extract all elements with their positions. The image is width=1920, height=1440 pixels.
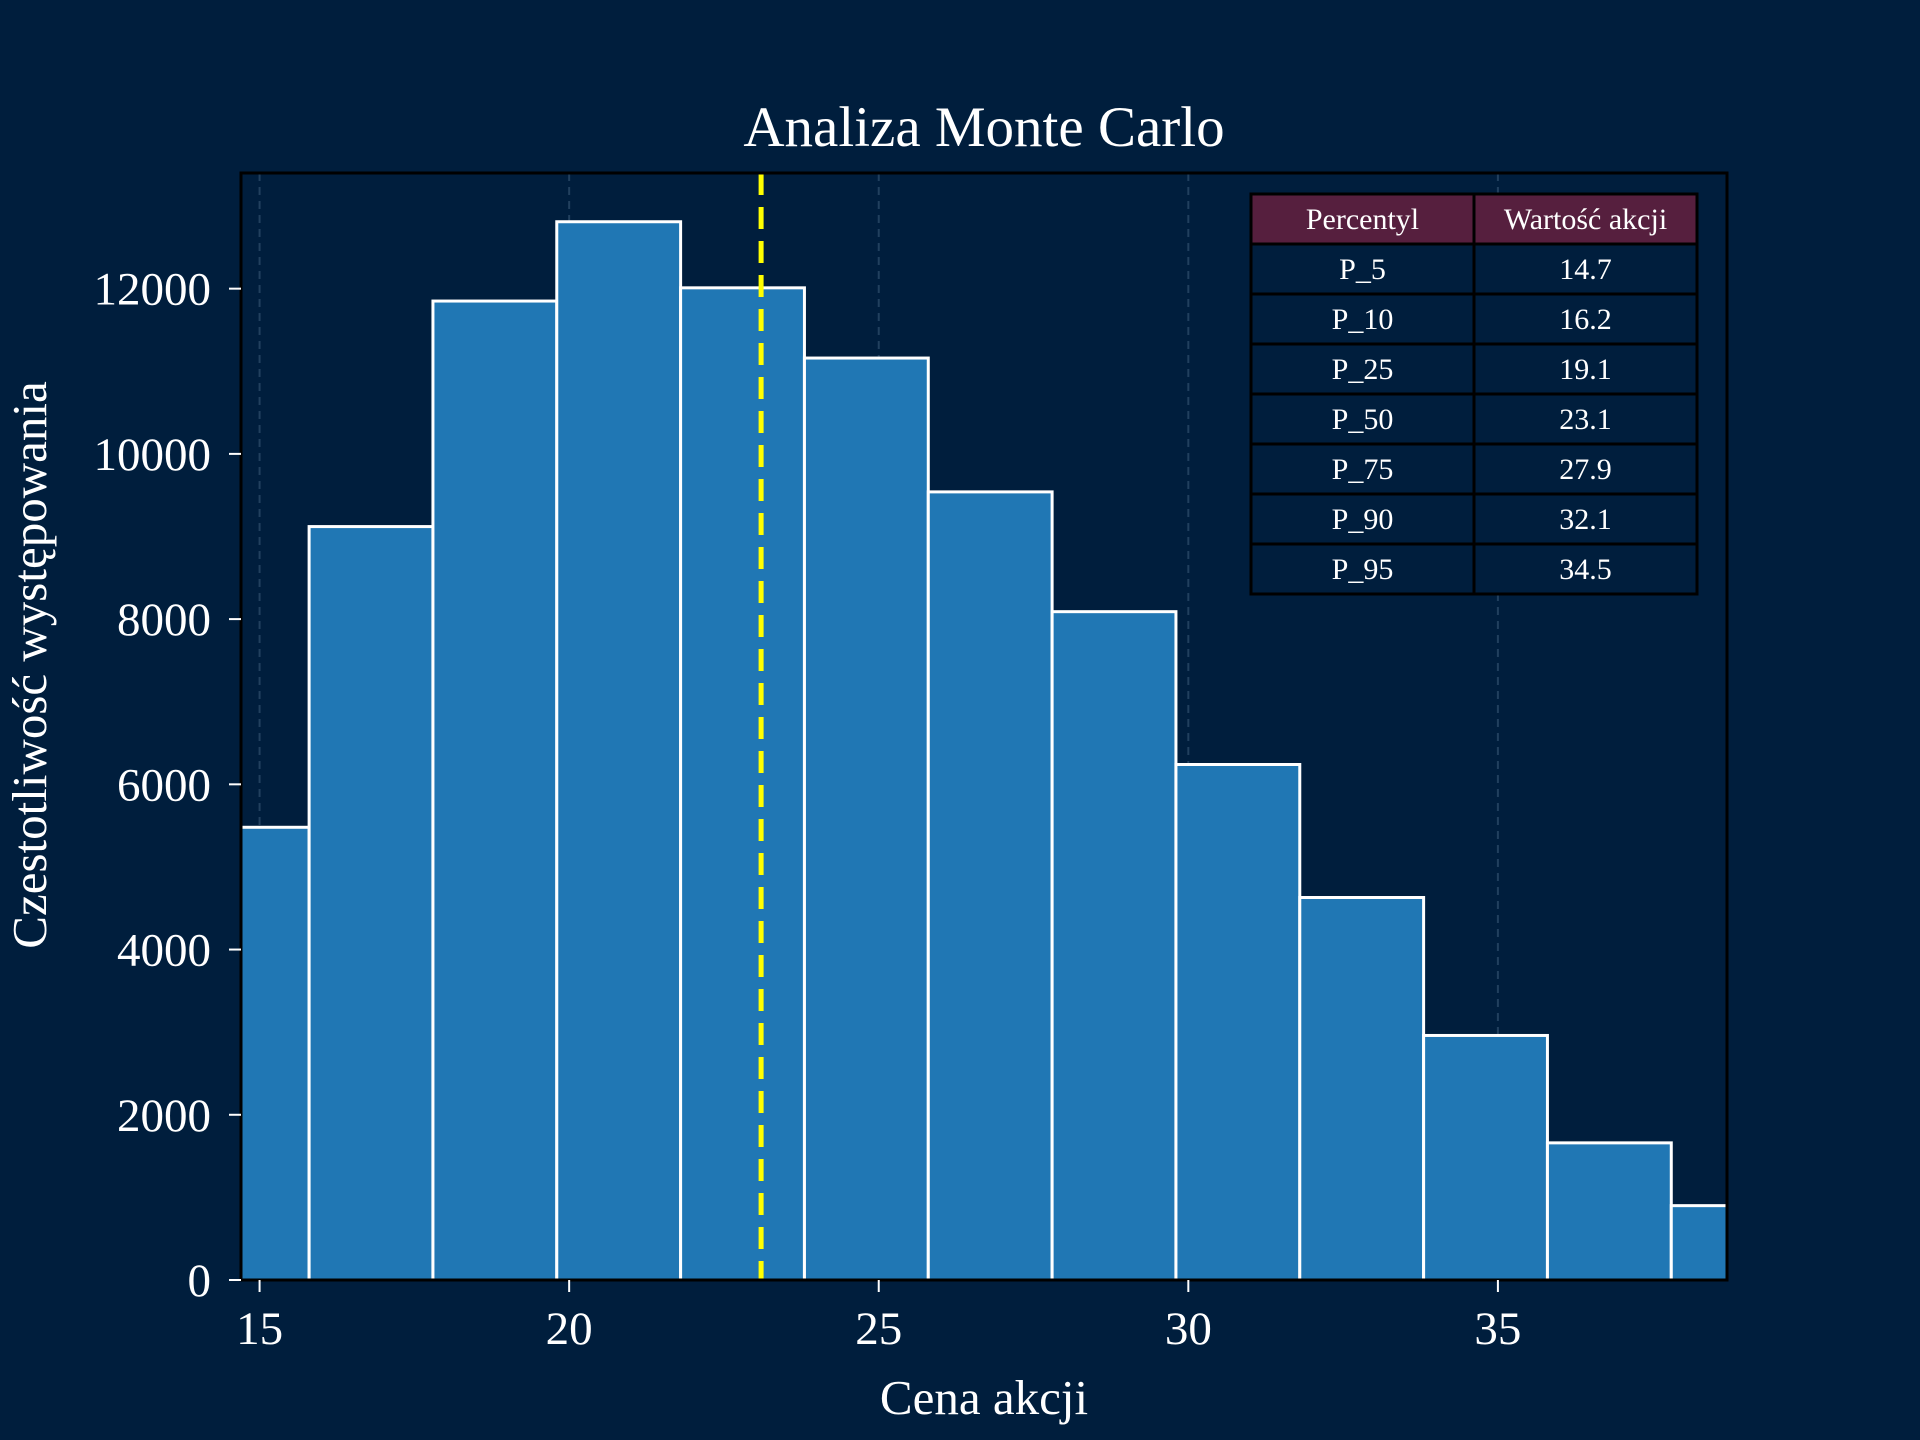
x-tick-label: 15 [236, 1303, 283, 1355]
table-header-label: Wartość akcji [1504, 203, 1667, 236]
histogram-bar [431, 299, 559, 1280]
table-value: 16.2 [1559, 303, 1612, 336]
histogram-bar [802, 356, 930, 1280]
histogram-bar [926, 490, 1054, 1280]
histogram-bar [1422, 1033, 1549, 1280]
histogram-bar [307, 525, 435, 1280]
histogram-bar [1050, 610, 1178, 1280]
y-tick-label: 6000 [117, 759, 211, 811]
x-axis-label: Cena akcji [880, 1370, 1088, 1425]
chart-title: Analiza Monte Carlo [743, 96, 1224, 159]
percentile-table: Percentyl Wartość akcji P_5 14.7 P_10 16.2 P_2… [1249, 192, 1699, 596]
x-tick-label: 35 [1474, 1303, 1521, 1355]
table-header-label: Percentyl [1306, 203, 1419, 236]
table-value: 23.1 [1559, 403, 1612, 436]
table-percentile-label: P_5 [1339, 253, 1386, 286]
table-percentile-label: P_75 [1332, 453, 1394, 486]
table-cell [1249, 242, 1476, 296]
table-percentile-label: P_25 [1332, 353, 1394, 386]
y-tick-label: 0 [188, 1255, 212, 1307]
table-percentile-label: P_90 [1332, 503, 1394, 536]
histogram-bar [241, 825, 311, 1280]
table-percentile-label: P_10 [1332, 303, 1394, 336]
y-tick-label: 12000 [94, 264, 212, 316]
histogram-bar [1545, 1141, 1673, 1280]
table-cell [1472, 542, 1699, 596]
table-value: 32.1 [1559, 503, 1612, 536]
y-tick-label: 10000 [94, 429, 212, 481]
histogram-bar [679, 286, 806, 1280]
table-cell [1249, 492, 1476, 546]
table-value: 34.5 [1559, 553, 1612, 586]
table-cell [1472, 242, 1699, 296]
table-percentile-label: P_50 [1332, 403, 1394, 436]
y-axis-ticks: 0 2000 4000 6000 8000 10000 12000 [94, 264, 241, 1307]
plot-frame [239, 171, 1729, 1282]
y-tick-label: 2000 [117, 1090, 211, 1142]
histogram-bar [1298, 896, 1426, 1280]
x-tick-label: 25 [855, 1303, 902, 1355]
table-value: 27.9 [1559, 453, 1612, 486]
histogram-bar [1669, 1204, 1727, 1280]
x-axis-ticks: 15 20 25 30 35 [236, 1280, 1521, 1355]
y-tick-label: 4000 [117, 925, 211, 977]
y-tick-label: 8000 [117, 594, 211, 646]
y-axis-label: Czestotliwość występowania [2, 381, 57, 949]
histogram-bar [555, 220, 683, 1280]
table-header-cell [1472, 192, 1699, 246]
table-cell [1249, 442, 1476, 496]
histogram-bars [241, 220, 1727, 1280]
table-value: 19.1 [1559, 353, 1612, 386]
x-tick-label: 30 [1165, 1303, 1212, 1355]
table-percentile-label: P_95 [1332, 553, 1394, 586]
table-cell [1249, 542, 1476, 596]
x-tick-label: 20 [546, 1303, 593, 1355]
histogram-bar [1174, 763, 1302, 1280]
table-cell [1472, 392, 1699, 446]
table-value: 14.7 [1559, 253, 1612, 286]
